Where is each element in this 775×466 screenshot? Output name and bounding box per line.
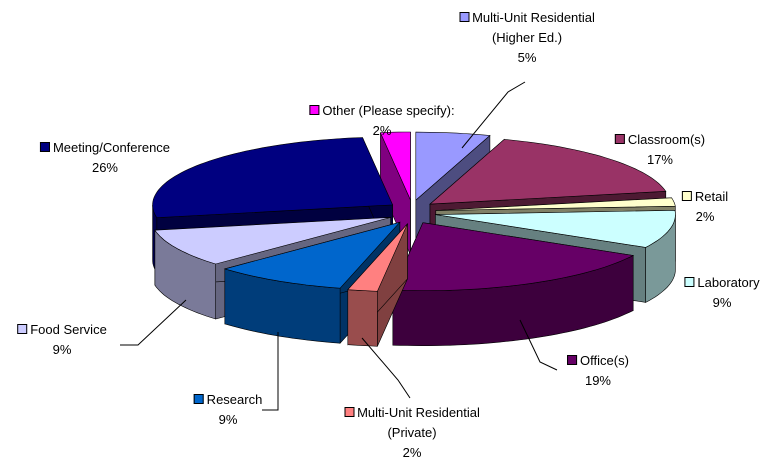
legend-swatch [39, 142, 50, 152]
slice-label: Classroom(s) 17% [614, 130, 706, 170]
slice-label: Laboratory 9% [684, 273, 760, 313]
category-name: Classroom(s) [627, 132, 706, 147]
legend-swatch [309, 105, 320, 115]
legend-swatch [459, 12, 470, 22]
slice [154, 217, 391, 265]
value-label: 2% [695, 209, 715, 224]
slice-wall [347, 289, 378, 347]
category-name: Office(s) [580, 353, 629, 368]
value-label: 9% [218, 412, 238, 427]
value-label: 19% [584, 373, 612, 388]
category-name: Laboratory [697, 275, 760, 290]
slice-label: Multi-Unit Residential (Private) 2% [325, 403, 500, 463]
leader-line [120, 299, 187, 346]
slice [435, 197, 676, 211]
leader-line [461, 81, 526, 149]
value-label: 5% [517, 50, 537, 65]
value-label: 17% [646, 152, 674, 167]
slice-label: Office(s) 19% [567, 351, 629, 391]
category-name: Multi-Unit Residential (Higher Ed.) [472, 10, 595, 45]
legend-swatch [681, 191, 692, 201]
slice [429, 139, 667, 205]
slice [379, 131, 411, 201]
leader-line [361, 337, 411, 399]
slice-label: Research 9% [193, 390, 263, 430]
category-name: Retail [694, 189, 729, 204]
legend-swatch [614, 134, 625, 144]
value-label: 2% [372, 123, 392, 138]
slice [415, 131, 491, 201]
leader-line [519, 319, 558, 371]
slice-label: Food Service 9% [17, 320, 107, 360]
value-label: 26% [91, 160, 119, 175]
slice [223, 221, 401, 289]
slice-label: Retail 2% [681, 187, 729, 227]
value-label: 2% [402, 445, 422, 460]
slice [347, 223, 408, 292]
legend-swatch [344, 407, 355, 417]
category-name: Other (Please specify): [322, 103, 455, 118]
leader-line [262, 332, 279, 411]
value-label: 9% [52, 342, 72, 357]
slice [152, 137, 394, 219]
category-name: Food Service [30, 322, 107, 337]
category-name: Research [206, 392, 263, 407]
legend-swatch [684, 277, 695, 287]
category-name: Meeting/Conference [52, 140, 171, 155]
value-label: 9% [712, 295, 732, 310]
slice-label: Other (Please specify): 2% [309, 101, 455, 141]
slice [392, 222, 635, 292]
legend-swatch [567, 355, 578, 365]
slice [435, 209, 676, 248]
legend-swatch [17, 324, 28, 334]
category-name: Multi-Unit Residential (Private) [357, 405, 480, 440]
slice-label: Multi-Unit Residential (Higher Ed.) 5% [440, 8, 615, 68]
legend-swatch [193, 394, 204, 404]
slice-label: Meeting/Conference 26% [39, 138, 171, 178]
